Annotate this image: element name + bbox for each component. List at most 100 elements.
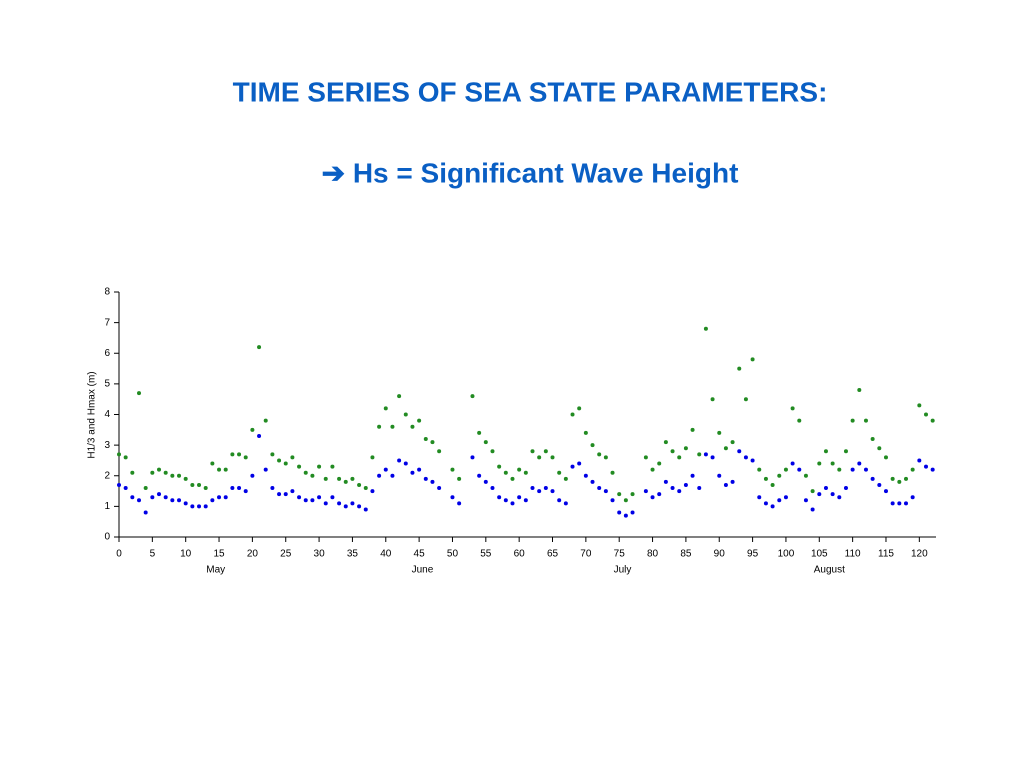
- data-point: [370, 455, 375, 460]
- data-point: [323, 501, 328, 506]
- data-point: [563, 501, 568, 506]
- data-point: [297, 495, 302, 500]
- data-point: [437, 486, 442, 490]
- data-point: [210, 498, 215, 503]
- data-point: [363, 486, 368, 490]
- data-point: [123, 486, 128, 490]
- data-point: [417, 418, 422, 423]
- data-point: [777, 498, 782, 503]
- data-point: [537, 489, 542, 494]
- data-point: [277, 492, 282, 497]
- data-point: [263, 418, 268, 423]
- data-point: [657, 461, 662, 466]
- data-point: [237, 452, 242, 457]
- data-point: [797, 418, 802, 423]
- x-tick-label: 25: [280, 549, 292, 560]
- data-point: [223, 495, 228, 500]
- data-point: [803, 473, 808, 478]
- data-point: [617, 510, 622, 515]
- data-point: [163, 495, 168, 500]
- data-point: [790, 461, 795, 466]
- data-point: [403, 412, 408, 417]
- data-point: [257, 433, 262, 438]
- data-point: [710, 455, 715, 460]
- data-point: [383, 406, 388, 411]
- data-point: [690, 473, 695, 478]
- data-point: [330, 464, 335, 469]
- data-point: [757, 495, 762, 500]
- month-label: August: [814, 565, 845, 576]
- data-point: [570, 412, 575, 417]
- data-point: [157, 467, 162, 472]
- x-tick-label: 120: [911, 549, 928, 560]
- data-point: [623, 513, 628, 518]
- x-tick-label: 35: [347, 549, 359, 560]
- x-tick-label: 85: [680, 549, 692, 560]
- data-point: [897, 501, 902, 506]
- x-tick-label: 90: [714, 549, 726, 560]
- data-point: [217, 495, 222, 500]
- data-point: [570, 464, 575, 469]
- data-point: [777, 473, 782, 478]
- data-point: [517, 467, 522, 472]
- data-point: [923, 464, 928, 469]
- data-point: [510, 501, 515, 506]
- data-point: [910, 467, 915, 472]
- data-point: [810, 507, 815, 512]
- data-point: [890, 501, 895, 506]
- data-point: [903, 501, 908, 506]
- data-point: [817, 492, 822, 497]
- data-point: [397, 394, 402, 399]
- data-point: [423, 476, 428, 481]
- data-point: [837, 467, 842, 472]
- data-point: [137, 498, 142, 503]
- data-point: [210, 461, 215, 466]
- data-point: [583, 430, 588, 435]
- data-point: [857, 388, 862, 392]
- data-point: [850, 418, 855, 423]
- data-point: [770, 482, 775, 487]
- data-point: [603, 455, 608, 460]
- data-point: [177, 498, 182, 503]
- data-point: [117, 482, 121, 487]
- data-point: [470, 394, 475, 399]
- data-point: [870, 476, 875, 481]
- month-label: June: [412, 565, 434, 576]
- month-label: July: [614, 565, 632, 576]
- x-tick-label: 30: [314, 549, 326, 560]
- data-point: [650, 495, 655, 500]
- data-point: [763, 476, 768, 481]
- data-point: [250, 473, 255, 478]
- data-point: [197, 482, 202, 487]
- data-point: [243, 455, 248, 460]
- data-point: [663, 479, 668, 484]
- data-point: [130, 470, 135, 475]
- data-point: [203, 504, 208, 509]
- data-point: [170, 473, 175, 478]
- data-point: [877, 446, 882, 451]
- data-point: [203, 486, 208, 490]
- data-point: [150, 495, 155, 500]
- data-point: [237, 486, 242, 490]
- data-point: [283, 492, 288, 497]
- x-tick-label: 60: [514, 549, 526, 560]
- data-point: [363, 507, 368, 512]
- y-tick-label: 8: [104, 287, 110, 298]
- data-point: [557, 498, 562, 503]
- data-point: [150, 470, 155, 475]
- data-point: [430, 479, 435, 484]
- data-point: [690, 427, 695, 432]
- data-point: [850, 467, 855, 472]
- data-point: [763, 501, 768, 506]
- data-point: [383, 467, 388, 472]
- data-point: [837, 495, 842, 500]
- data-point: [370, 489, 375, 494]
- data-point: [530, 486, 535, 490]
- data-point: [337, 476, 342, 481]
- data-point: [557, 470, 562, 475]
- data-point: [817, 461, 822, 466]
- data-point: [883, 455, 888, 460]
- data-point: [397, 458, 402, 463]
- x-tick-label: 105: [811, 549, 828, 560]
- data-point: [417, 467, 422, 472]
